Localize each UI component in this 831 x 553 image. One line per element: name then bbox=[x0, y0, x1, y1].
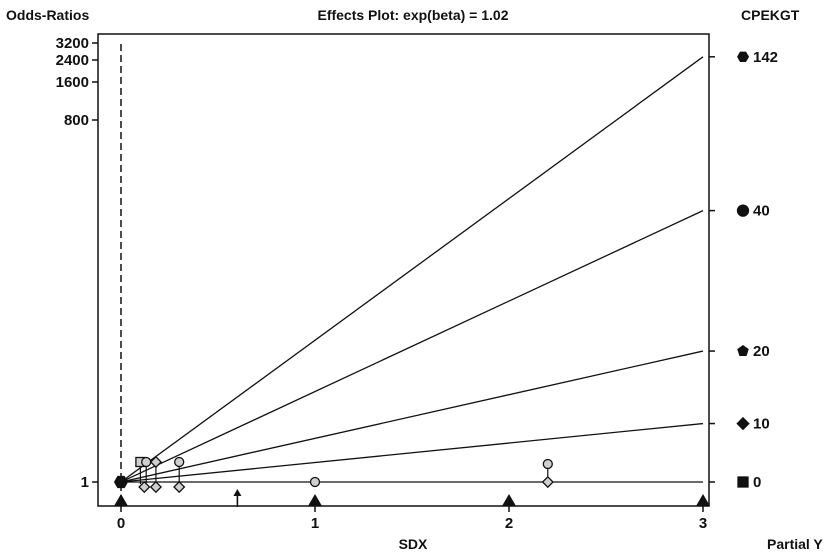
x-axis-triangle-marker bbox=[114, 494, 128, 506]
right-series-label-40: 40 bbox=[753, 203, 770, 220]
x-tick-label: 1 bbox=[311, 515, 319, 532]
right-legend-marker-0 bbox=[737, 476, 749, 488]
right-series-label-142: 142 bbox=[753, 49, 778, 66]
data-point bbox=[541, 475, 554, 489]
data-point bbox=[174, 456, 185, 468]
data-point bbox=[309, 476, 321, 488]
right-legend-marker-40 bbox=[736, 204, 750, 217]
right-series-label-20: 20 bbox=[753, 343, 770, 360]
data-point bbox=[149, 480, 163, 494]
y-tick-label: 1600 bbox=[56, 74, 89, 91]
y-tick-label: 3200 bbox=[56, 35, 89, 52]
x-tick-label: 3 bbox=[699, 515, 707, 532]
plot-frame bbox=[97, 33, 710, 507]
y-tick-label: 1 bbox=[81, 474, 89, 491]
right-axis-subtitle: Partial Y bbox=[767, 536, 823, 552]
x-axis-triangle-marker bbox=[308, 494, 322, 506]
series-line-40 bbox=[120, 210, 704, 483]
series-line-142 bbox=[120, 56, 704, 483]
right-legend-marker-20 bbox=[737, 344, 749, 356]
x-axis-arrow-head bbox=[233, 489, 242, 496]
data-point bbox=[141, 456, 152, 468]
data-point bbox=[542, 458, 553, 470]
chart-title: Effects Plot: exp(beta) = 1.02 bbox=[317, 7, 508, 23]
x-axis-triangle-marker bbox=[696, 494, 710, 506]
right-series-label-10: 10 bbox=[753, 416, 770, 433]
y-tick-label: 800 bbox=[64, 112, 89, 129]
series-line-10 bbox=[120, 422, 704, 483]
right-legend-marker-10 bbox=[736, 416, 750, 431]
x-tick-label: 0 bbox=[117, 515, 125, 532]
x-tick-label: 2 bbox=[505, 515, 513, 532]
x-axis-title: SDX bbox=[399, 536, 428, 552]
data-point bbox=[113, 475, 129, 489]
data-point bbox=[173, 480, 186, 494]
x-axis-triangle-marker bbox=[502, 494, 516, 506]
right-series-label-0: 0 bbox=[753, 474, 761, 491]
right-legend-marker-142 bbox=[737, 51, 750, 63]
y-tick-label: 2400 bbox=[56, 52, 89, 69]
data-point bbox=[138, 480, 151, 494]
right-axis-title: CPEKGT bbox=[741, 7, 800, 23]
y-axis-title: Odds-Ratios bbox=[6, 7, 89, 23]
series-line-20 bbox=[120, 350, 704, 483]
